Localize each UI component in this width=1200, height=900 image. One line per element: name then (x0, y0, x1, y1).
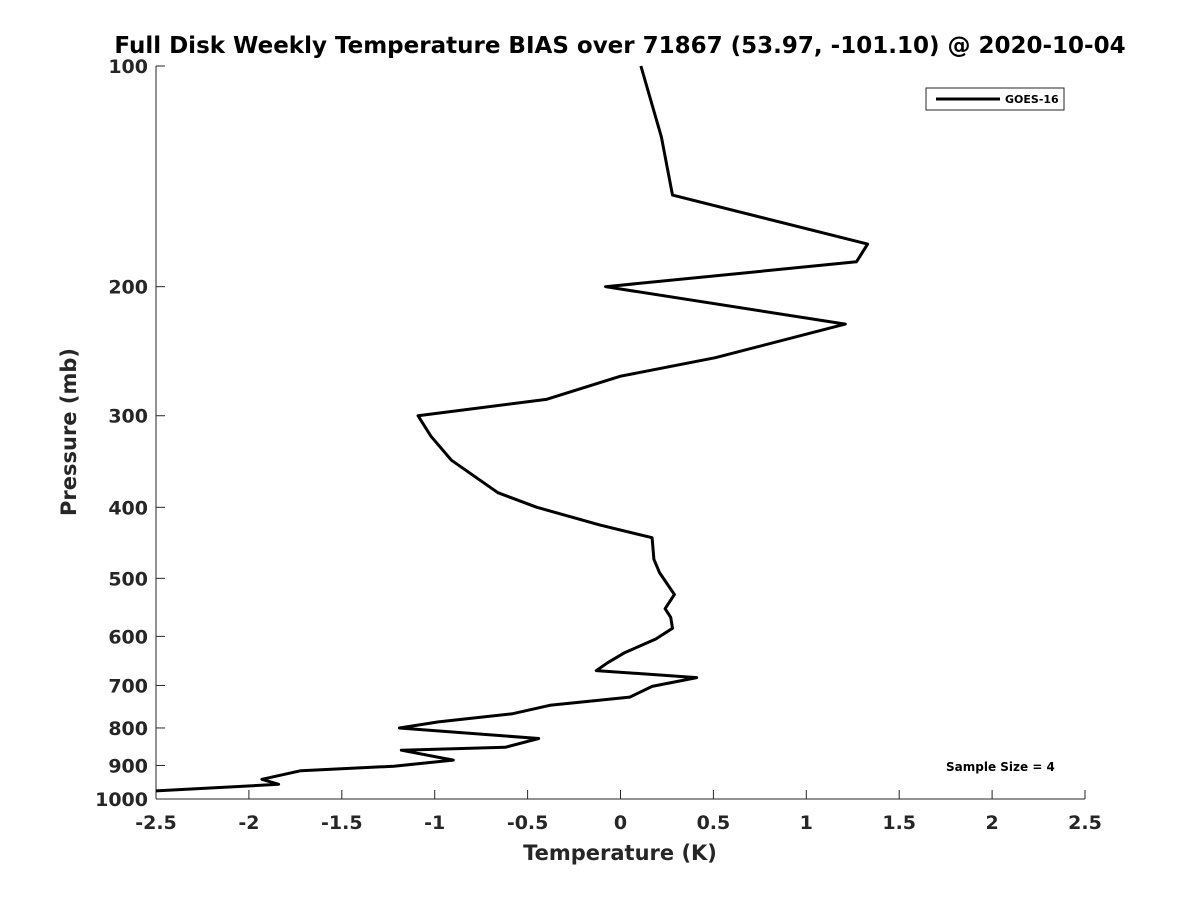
x-tick-label: 2.5 (1068, 812, 1102, 834)
x-tick-label: -1.5 (321, 812, 363, 834)
y-tick-label: 800 (108, 718, 148, 740)
y-axis-ticks: 100 200 300 400 500 600 700 800 900 1000 (95, 56, 165, 811)
y-tick-label: 200 (108, 277, 148, 299)
y-tick-label: 900 (108, 755, 148, 777)
y-tick-label: 1000 (95, 789, 148, 811)
x-tick-label: 2 (985, 812, 998, 834)
y-tick-label: 400 (108, 497, 148, 519)
chart-title: Full Disk Weekly Temperature BIAS over 7… (114, 33, 1125, 59)
x-axis-label: Temperature (K) (523, 841, 717, 865)
x-tick-label: 1.5 (882, 812, 916, 834)
x-tick-label: -1 (424, 812, 445, 834)
series-line-goes16 (155, 65, 870, 793)
x-tick-label: 0.5 (697, 812, 731, 834)
x-tick-label: -0.5 (507, 812, 549, 834)
y-tick-label: 100 (108, 56, 148, 78)
y-tick-label: 500 (108, 568, 148, 590)
y-axis-label: Pressure (mb) (57, 348, 81, 516)
legend-label: GOES-16 (1005, 93, 1059, 106)
legend: GOES-16 (925, 87, 1065, 111)
y-tick-label: 600 (108, 626, 148, 648)
x-tick-label: 0 (614, 812, 627, 834)
sample-size-annotation: Sample Size = 4 (946, 760, 1055, 774)
plot-area (156, 66, 1085, 799)
x-axis-ticks: -2.5 -2 -1.5 -1 -0.5 0 0.5 1 1.5 2 2.5 (135, 790, 1102, 834)
x-tick-label: -2.5 (135, 812, 177, 834)
y-tick-label: 300 (108, 406, 148, 428)
x-tick-label: -2 (238, 812, 259, 834)
x-tick-label: 1 (800, 812, 813, 834)
y-tick-label: 700 (108, 675, 148, 697)
